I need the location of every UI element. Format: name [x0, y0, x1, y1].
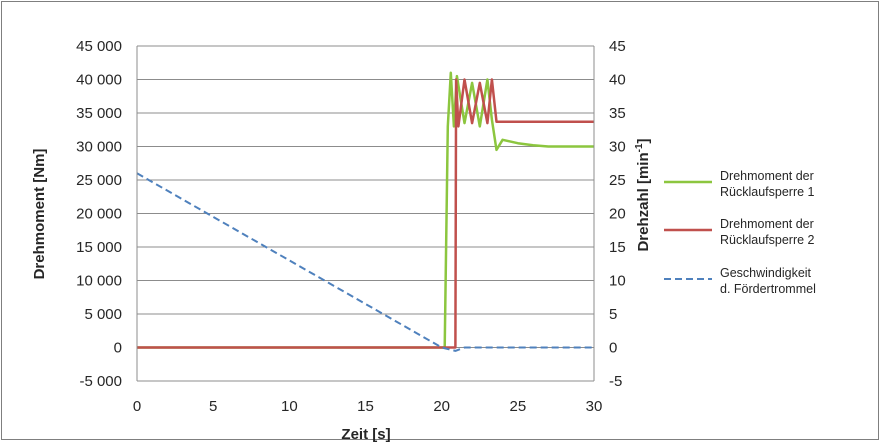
legend-label-ruecklaufsperre-2-line2: Rücklaufsperre 2: [720, 233, 815, 247]
y-left-tick-label: 25 000: [76, 172, 122, 189]
y-right-tick-label: 25: [609, 172, 626, 189]
legend-label-ruecklaufsperre-1-line2: Rücklaufsperre 1: [720, 185, 815, 199]
y-left-tick-label: 10 000: [76, 273, 122, 290]
y-left-tick-label: 15 000: [76, 239, 122, 256]
y-left-tick-label: 20 000: [76, 206, 122, 223]
x-tick-label: 30: [586, 398, 603, 415]
gridlines: [137, 45, 594, 382]
y-right-tick-label: -5: [609, 373, 622, 390]
y-right-tick-label: 15: [609, 239, 626, 256]
x-tick-label: 20: [433, 398, 450, 415]
x-tick-label: 0: [133, 398, 141, 415]
legend-label-geschwindigkeit-line1: Geschwindigkeit: [720, 266, 812, 280]
legend-label-geschwindigkeit-line2: d. Fördertrommel: [720, 282, 816, 296]
series-layer: [136, 71, 594, 352]
series-ruecklaufsperre-2-line: [137, 78, 594, 349]
y-right-tick-label: 0: [609, 340, 617, 357]
y-right-tick-label: 35: [609, 105, 626, 122]
legend-label-ruecklaufsperre-1-line1: Drehmoment der: [720, 169, 814, 183]
y-left-tick-label: 5 000: [84, 306, 122, 323]
y-left-axis-title: Drehmoment [Nm]: [31, 149, 48, 280]
y-left-tick-label: 35 000: [76, 105, 122, 122]
x-tick-label: 5: [209, 398, 217, 415]
x-tick-label: 15: [357, 398, 374, 415]
x-tick-label: 10: [281, 398, 298, 415]
y-right-tick-label: 40: [609, 72, 626, 89]
y-left-tick-label: -5 000: [79, 373, 122, 390]
y-right-axis-title: Drehzahl [min-1]: [634, 138, 652, 251]
y-right-tick-label: 5: [609, 306, 617, 323]
y-right-axis-title-main: Drehzahl [min: [635, 152, 652, 251]
series-ruecklaufsperre-1-line: [137, 71, 594, 349]
y-left-tick-label: 0: [114, 340, 122, 357]
y-right-tick-label: 10: [609, 273, 626, 290]
axes: [136, 46, 595, 382]
series-geschwindigkeit-line: [136, 172, 594, 352]
y-right-tick-label: 30: [609, 139, 626, 156]
y-right-axis-title-sup: -1: [634, 143, 645, 152]
y-right-axis-title-close: ]: [635, 138, 652, 143]
x-tick-label: 25: [509, 398, 526, 415]
legend: Drehmoment der Rücklaufsperre 1 Drehmome…: [664, 169, 816, 296]
y-left-tick-label: 40 000: [76, 72, 122, 89]
y-left-tick-label: 30 000: [76, 139, 122, 156]
y-left-tick-label: 45 000: [76, 38, 122, 55]
legend-label-ruecklaufsperre-2-line1: Drehmoment der: [720, 217, 814, 231]
y-right-tick-label: 45: [609, 38, 626, 55]
y-right-tick-label: 20: [609, 206, 626, 223]
x-axis-title: Zeit [s]: [341, 426, 390, 443]
